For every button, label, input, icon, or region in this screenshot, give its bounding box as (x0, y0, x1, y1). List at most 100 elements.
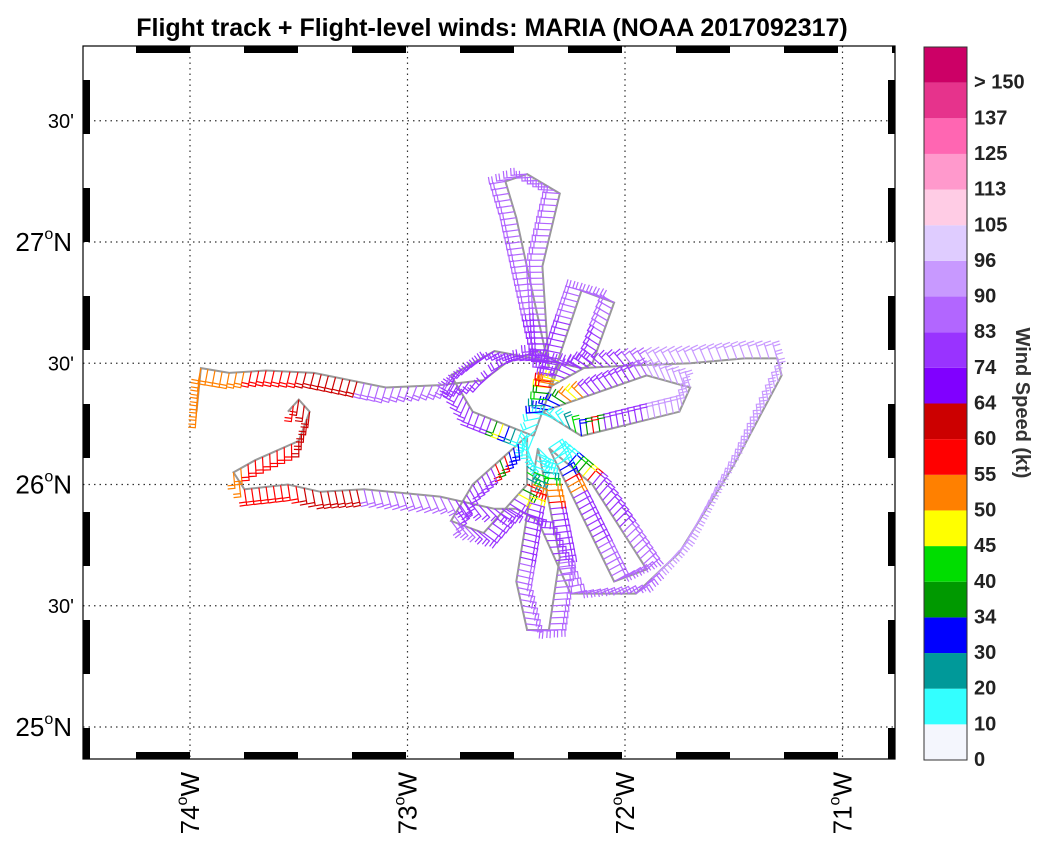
wind-barb (447, 498, 457, 517)
wind-barb (767, 377, 777, 395)
wind-barb (561, 358, 577, 373)
wind-barb (543, 477, 561, 486)
colorbar-swatch (924, 546, 967, 582)
colorbar-label: 45 (974, 535, 996, 557)
wind-barb (263, 453, 272, 471)
wind-barb (430, 495, 440, 514)
wind-barb (599, 288, 615, 304)
lat-label: 30' (48, 353, 74, 375)
wind-barb (299, 487, 308, 506)
colorbar-label: 55 (974, 464, 996, 486)
wind-barb (480, 368, 499, 380)
wind-barb (552, 518, 570, 527)
wind-barb (598, 482, 616, 496)
wind-barb (546, 405, 560, 423)
frame-segment (888, 620, 895, 674)
wind-barb (513, 498, 529, 514)
wind-barb (189, 382, 200, 400)
wind-barb (671, 365, 681, 385)
wind-barb (483, 532, 498, 549)
wind-barb (722, 341, 732, 361)
wind-barb (345, 381, 358, 398)
wind-barb (509, 503, 525, 519)
colorbar-label: 10 (974, 713, 996, 735)
wind-barb (746, 340, 756, 359)
wind-barb (598, 349, 611, 367)
wind-barb (294, 405, 305, 423)
colorbar-label: 60 (974, 428, 996, 450)
wind-barb (530, 240, 547, 249)
lat-label: 27oN (15, 226, 72, 257)
wind-barb (550, 616, 568, 625)
wind-barb (595, 476, 613, 491)
wind-barb (260, 486, 270, 505)
wind-barb (463, 525, 476, 543)
colorbar-swatch (924, 653, 967, 689)
wind-barb (698, 343, 708, 363)
lon-label: 73oW (392, 772, 423, 835)
wind-barb (764, 383, 774, 402)
frame-segment (352, 752, 406, 759)
wind-barb (642, 552, 661, 565)
wind-barb (284, 444, 293, 461)
wind-barb (426, 384, 441, 401)
wind-barb (255, 370, 267, 387)
wind-barb (755, 403, 764, 421)
wind-barb (551, 512, 569, 521)
wind-barb (677, 387, 687, 406)
wind-barb (538, 203, 556, 213)
wind-barb (411, 385, 426, 402)
wind-barb (218, 372, 230, 390)
colorbar: 0 10 20 30 34 40 45 50 55 60 64 74 83 90 96 105 113 125 13… (923, 46, 1025, 771)
wind-barb (500, 513, 516, 529)
lat-label: 25oN (15, 711, 72, 742)
wind-barb (770, 370, 780, 389)
wind-barb (522, 413, 541, 422)
wind-barb (639, 547, 658, 560)
wind-barb (777, 357, 786, 376)
colorbar-label: 90 (974, 286, 996, 308)
colorbar-swatch (924, 47, 967, 83)
wind-barb (544, 391, 561, 407)
wind-barb (263, 370, 275, 388)
colorbar-label: 40 (974, 571, 996, 593)
wind-barb (556, 579, 574, 588)
wind-barb (286, 371, 299, 389)
frame-segment (568, 752, 622, 759)
colorbar-swatch (924, 260, 967, 297)
wind-barb (527, 398, 545, 407)
frame-segment (784, 752, 838, 759)
wind-barb (546, 539, 564, 548)
wind-barb (359, 489, 369, 508)
wind-barb (294, 372, 307, 389)
colorbar-label: > 150 (974, 72, 1025, 94)
wind-barb (554, 591, 572, 600)
wind-barb (754, 340, 764, 359)
wind-barb (531, 234, 549, 243)
wind-barb (615, 509, 634, 523)
colorbar-label: 96 (974, 250, 996, 272)
wind-barb (682, 345, 692, 364)
frame-segment (888, 728, 895, 759)
colorbar-label: 30 (974, 642, 996, 664)
frame-segment (83, 512, 90, 566)
wind-barb (491, 522, 507, 539)
wind-barb (592, 306, 608, 322)
wind-barb (542, 471, 560, 481)
wind-barb (621, 347, 633, 366)
colorbar-label: 74 (974, 357, 997, 379)
frame-segment (136, 752, 190, 759)
wind-barb (606, 586, 626, 596)
frame-segment (136, 46, 190, 53)
wind-barb (580, 341, 595, 358)
wind-barb (590, 350, 604, 368)
colorbar-frame (923, 46, 968, 761)
wind-barb (730, 340, 740, 360)
wind-barb (414, 494, 424, 513)
wind-barb (330, 490, 340, 509)
track-loop (449, 435, 529, 535)
wind-barb (277, 447, 286, 465)
wind-barb (255, 456, 264, 474)
wind-barb (440, 383, 456, 399)
wind-barb (389, 386, 402, 403)
